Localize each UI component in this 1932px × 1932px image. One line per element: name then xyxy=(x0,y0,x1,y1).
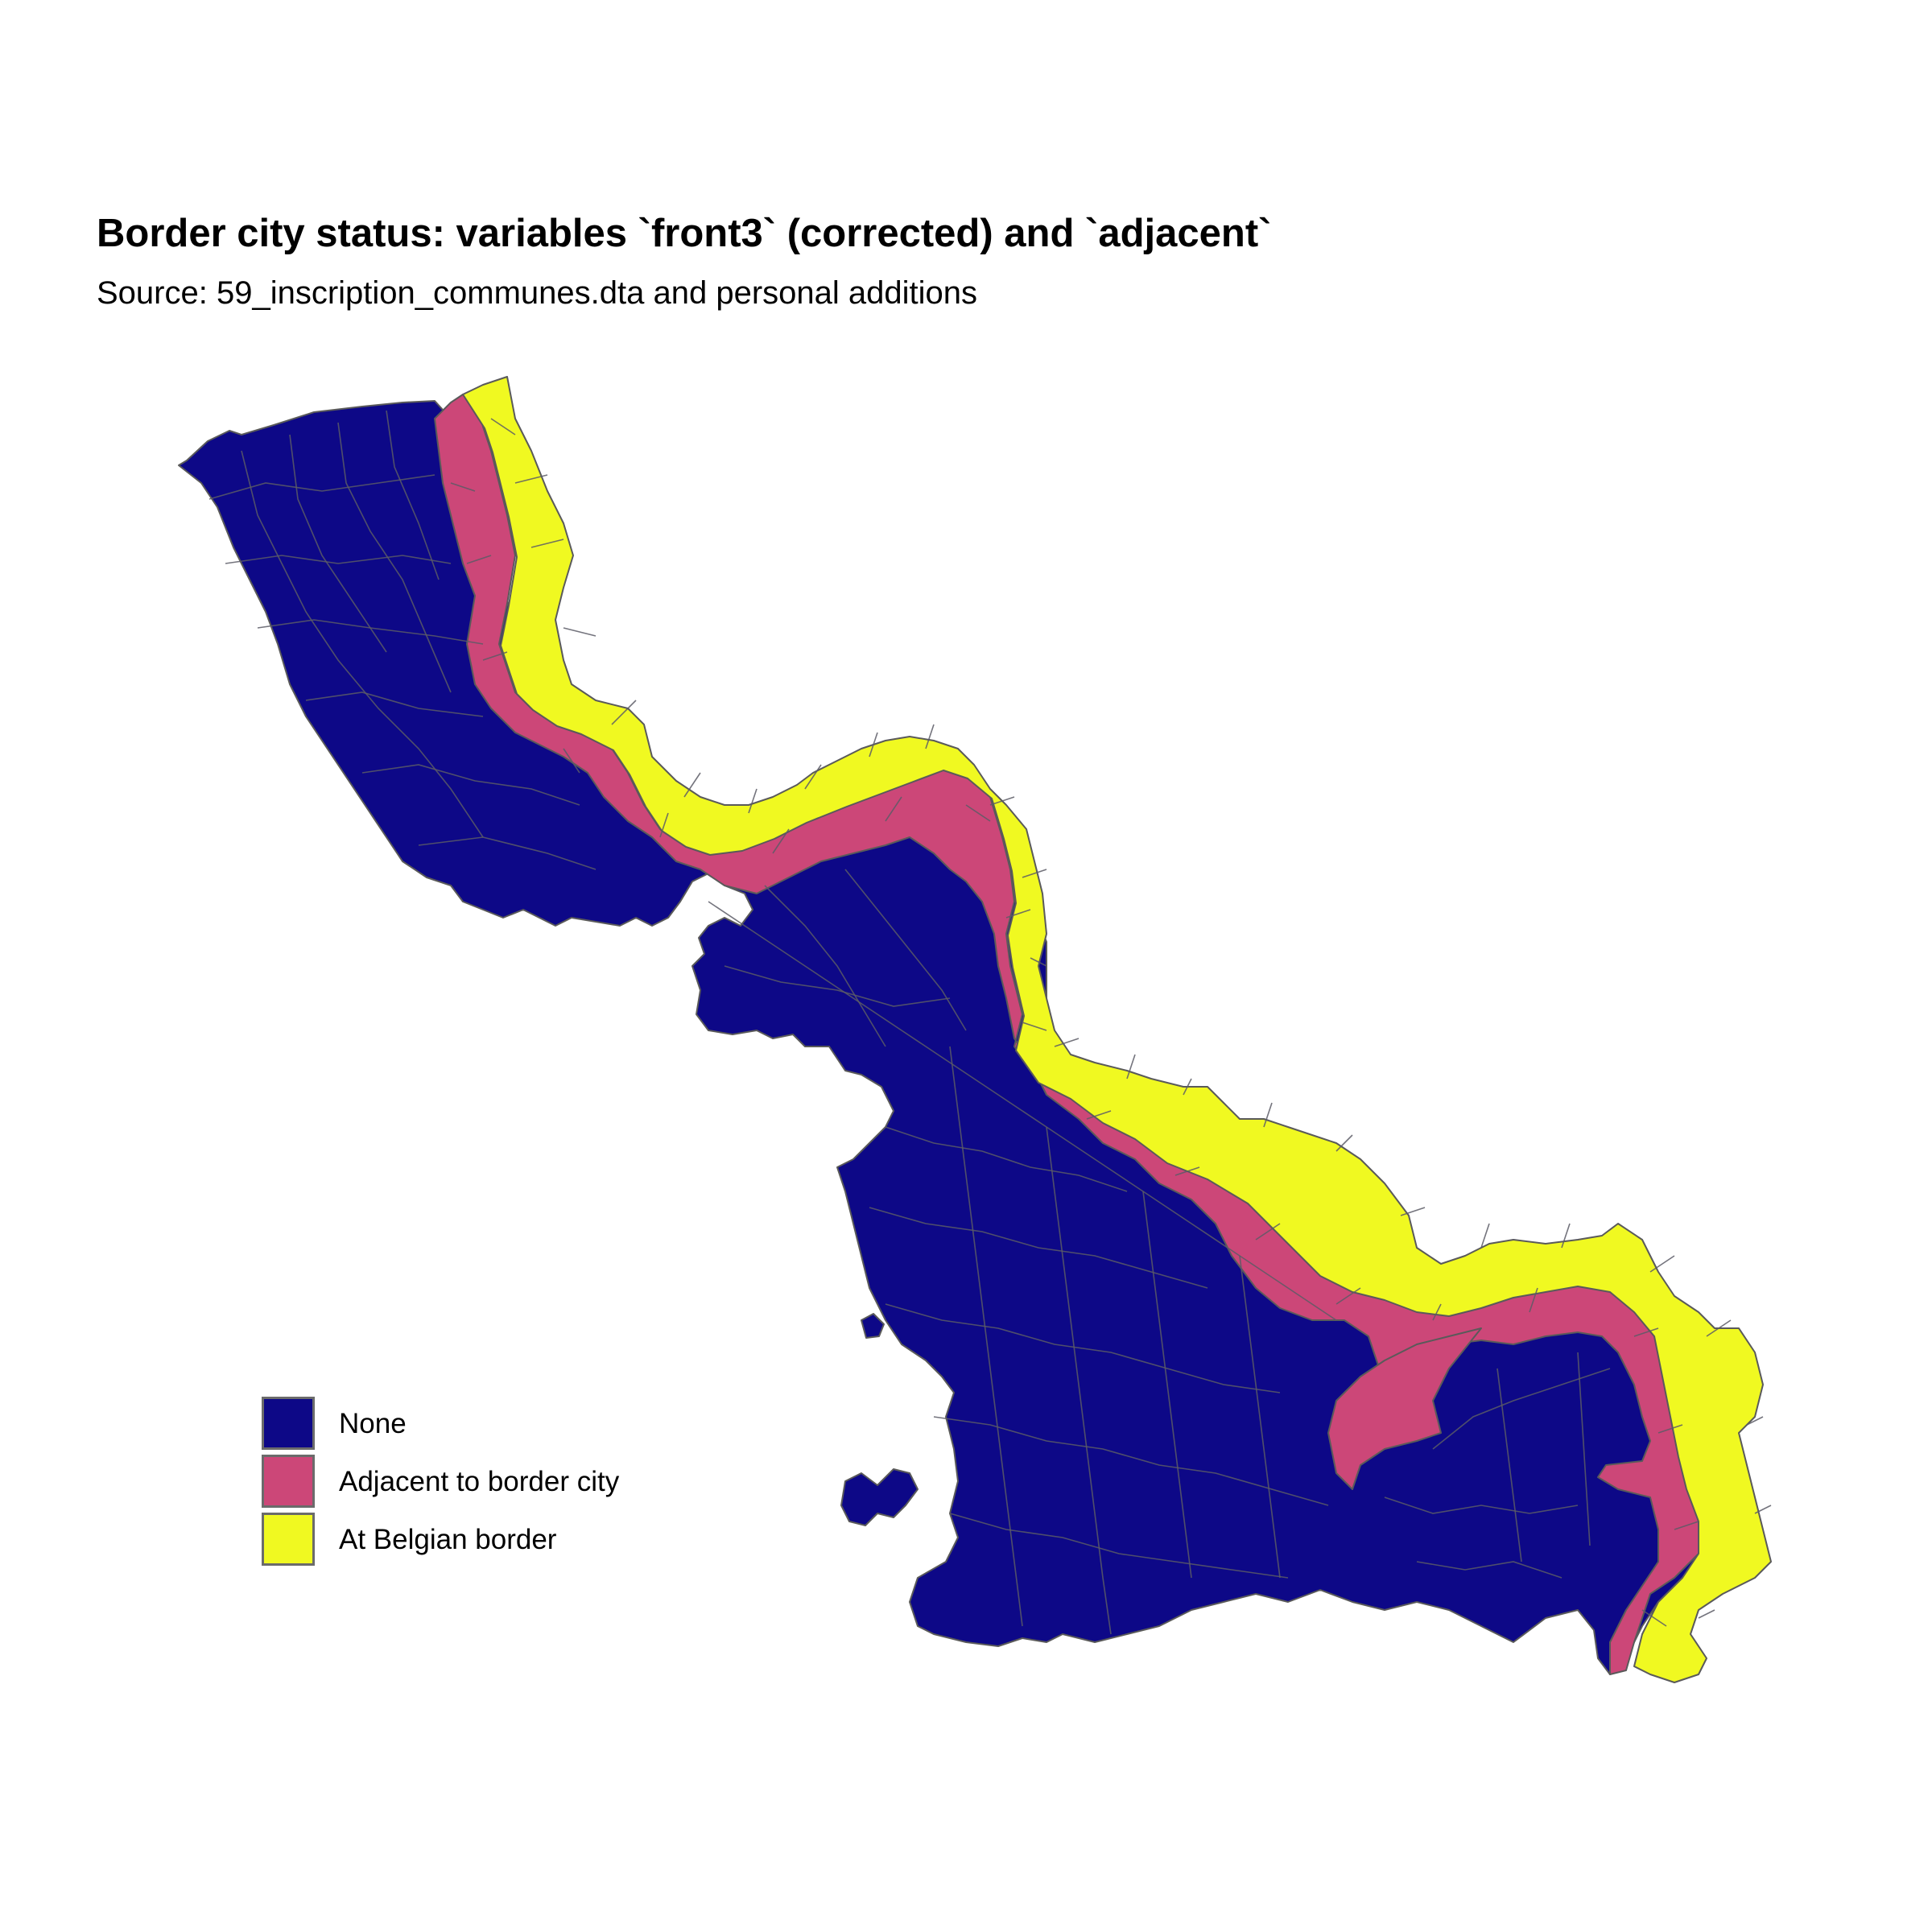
region-none-enclave xyxy=(840,1468,919,1526)
region-none-islet xyxy=(861,1313,885,1339)
legend-label-adjacent: Adjacent to border city xyxy=(339,1466,620,1497)
map-title: Border city status: variables `front3` (… xyxy=(97,212,1272,255)
map-subtitle: Source: 59_inscription_communes.dta and … xyxy=(97,275,978,311)
region-border xyxy=(462,376,1772,1683)
legend-swatch-none xyxy=(262,1397,315,1450)
commune-boundaries xyxy=(208,410,1772,1635)
legend-swatch-adjacent xyxy=(262,1455,315,1508)
legend-label-none: None xyxy=(339,1408,407,1439)
legend-swatch-border xyxy=(262,1513,315,1566)
region-adjacent-block xyxy=(1327,1327,1482,1490)
legend-label-border: At Belgian border xyxy=(339,1524,557,1555)
